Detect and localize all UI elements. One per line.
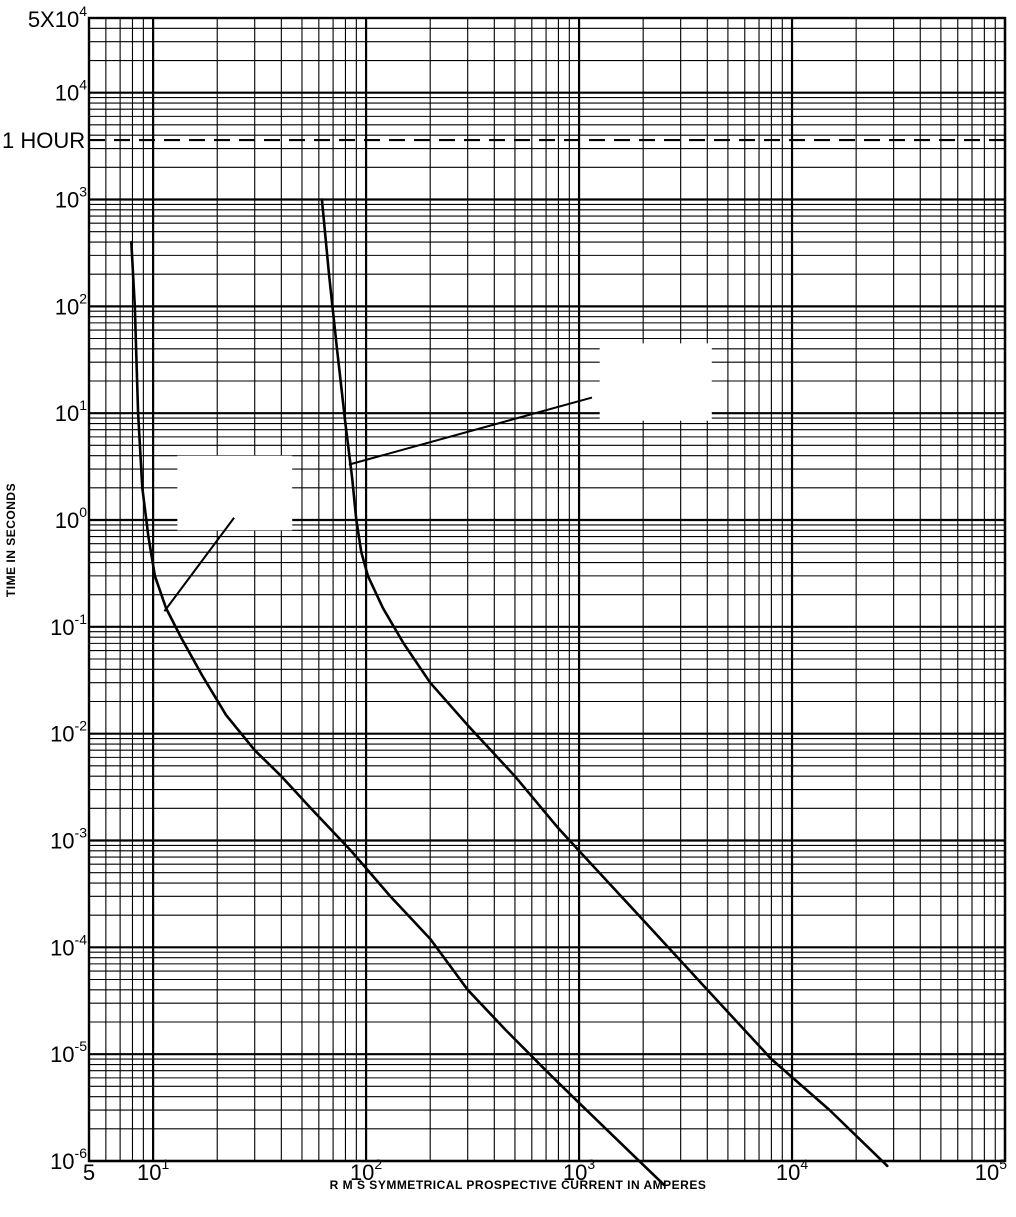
y-tick-label: 101: [55, 397, 87, 426]
y-tick-label: 10-2: [50, 718, 87, 747]
x-tick-label: 103: [563, 1156, 595, 1185]
reference-label-bg: [0, 128, 87, 153]
y-tick-label: 102: [55, 290, 87, 319]
y-tick-label: 10-5: [50, 1038, 87, 1067]
y-tick-label: 10-3: [50, 825, 87, 854]
blank-label-area: [177, 455, 293, 531]
time-current-curve-2: [320, 198, 889, 1168]
y-tick-label: 100: [55, 504, 87, 533]
annotation-leader-2: [348, 396, 593, 466]
one-hour-label: 1 HOUR: [2, 128, 85, 153]
y-tick-label: 103: [55, 184, 87, 213]
x-axis-title: R M S SYMMETRICAL PROSPECTIVE CURRENT IN…: [330, 1178, 707, 1192]
y-tick-label: 10-1: [50, 611, 87, 640]
y-tick-label: 10-4: [50, 931, 87, 960]
y-tick-label: 104: [55, 77, 87, 106]
log-grid: [87, 16, 1007, 1163]
time-current-curve-1: [130, 240, 666, 1186]
x-tick-label: 105: [975, 1156, 1007, 1185]
y-tick-label: 5X104: [28, 3, 87, 32]
y-tick-label: 10-6: [50, 1145, 87, 1174]
annotation-leader-1: [163, 517, 235, 612]
annotation-leaders: [163, 396, 593, 612]
curves: [130, 198, 889, 1186]
x-tick-label: 102: [350, 1156, 382, 1185]
x-tick-label: 104: [776, 1156, 808, 1185]
reference-lines: 1 HOUR: [0, 128, 1005, 153]
label-areas: [177, 343, 712, 531]
x-tick-labels: 5 101 102 103 104 105: [83, 1156, 1007, 1185]
plot-frame: [87, 16, 1007, 1163]
x-tick-label: 5: [83, 1160, 95, 1185]
blank-label-area: [599, 343, 712, 421]
x-tick-label: 101: [137, 1156, 169, 1185]
y-axis-title: TIME IN SECONDS: [4, 483, 18, 597]
y-tick-labels: 5X104 104 103 102 101 100 10-1 10-2 10-3 10-4 10-5…: [28, 3, 87, 1174]
